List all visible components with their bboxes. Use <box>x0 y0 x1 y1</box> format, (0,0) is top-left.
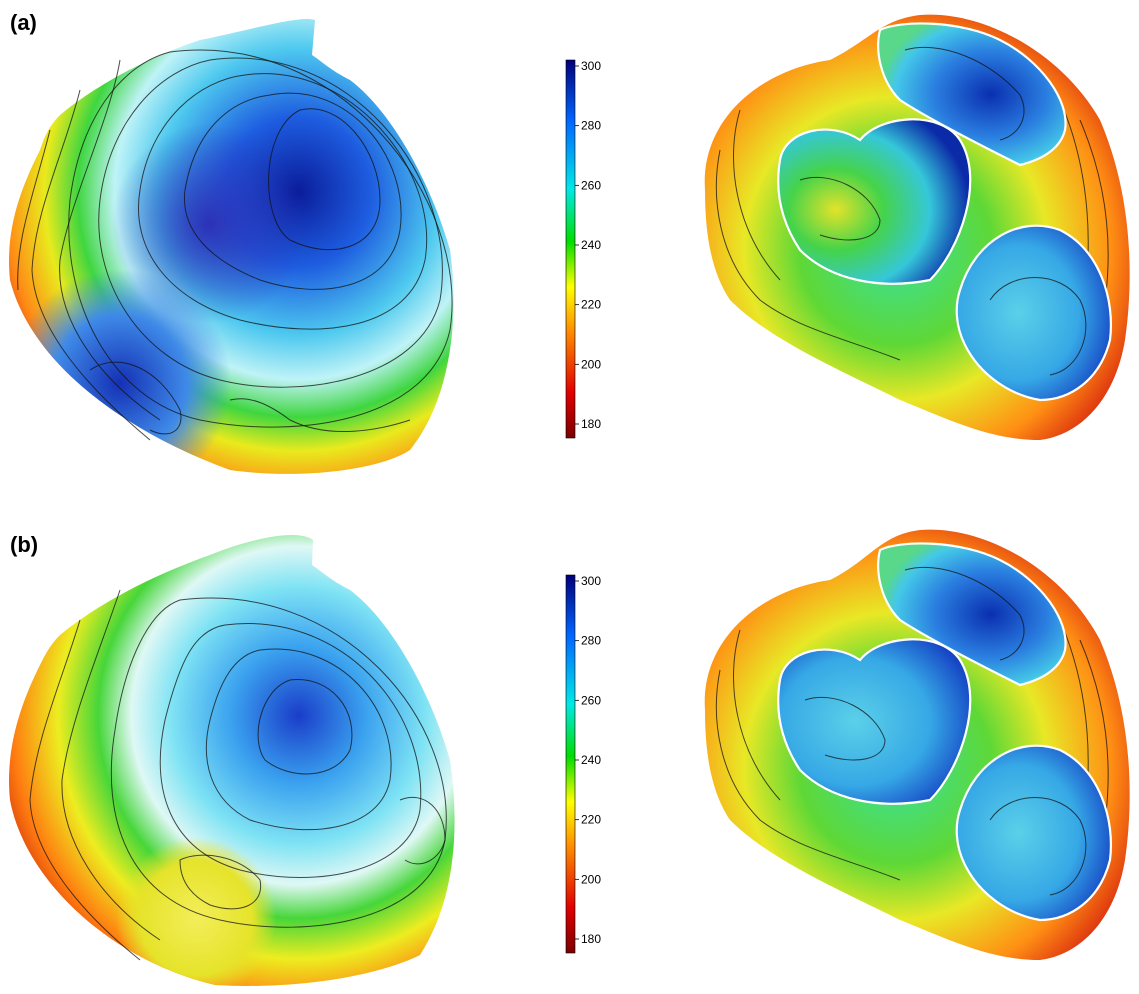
colorbar-b: 180 200 220 240 260 280 300 <box>565 574 601 954</box>
colorbar-tick-label: 280 <box>581 634 601 648</box>
colorbar-tick-label: 300 <box>581 574 601 588</box>
colorbar-tick-label: 300 <box>581 59 601 73</box>
colorbar-tick-label: 280 <box>581 119 601 133</box>
panel-b-label: (b) <box>10 532 38 557</box>
colorbar-tick-label: 260 <box>581 178 601 192</box>
colorbar-tick-label: 200 <box>581 872 601 886</box>
colorbar-tick-label: 180 <box>581 417 601 431</box>
colorbar-tick-label: 260 <box>581 693 601 707</box>
colorbar-tick-label: 220 <box>581 813 601 827</box>
colorbar-tick-label: 200 <box>581 357 601 371</box>
panel-a-right-heart <box>704 14 1130 441</box>
panel-a-left-heart <box>9 19 454 474</box>
panel-a-label: (a) <box>10 10 37 35</box>
colorbar-tick-label: 240 <box>581 238 601 252</box>
colorbar-tick-label: 180 <box>581 932 601 946</box>
colorbar-tick-label: 220 <box>581 298 601 312</box>
colorbar-tick-label: 240 <box>581 753 601 767</box>
panel-b-right-heart <box>704 529 1130 960</box>
panel-b-left-heart <box>9 535 455 986</box>
colorbar-a: 180 200 220 240 260 280 300 <box>565 59 601 439</box>
